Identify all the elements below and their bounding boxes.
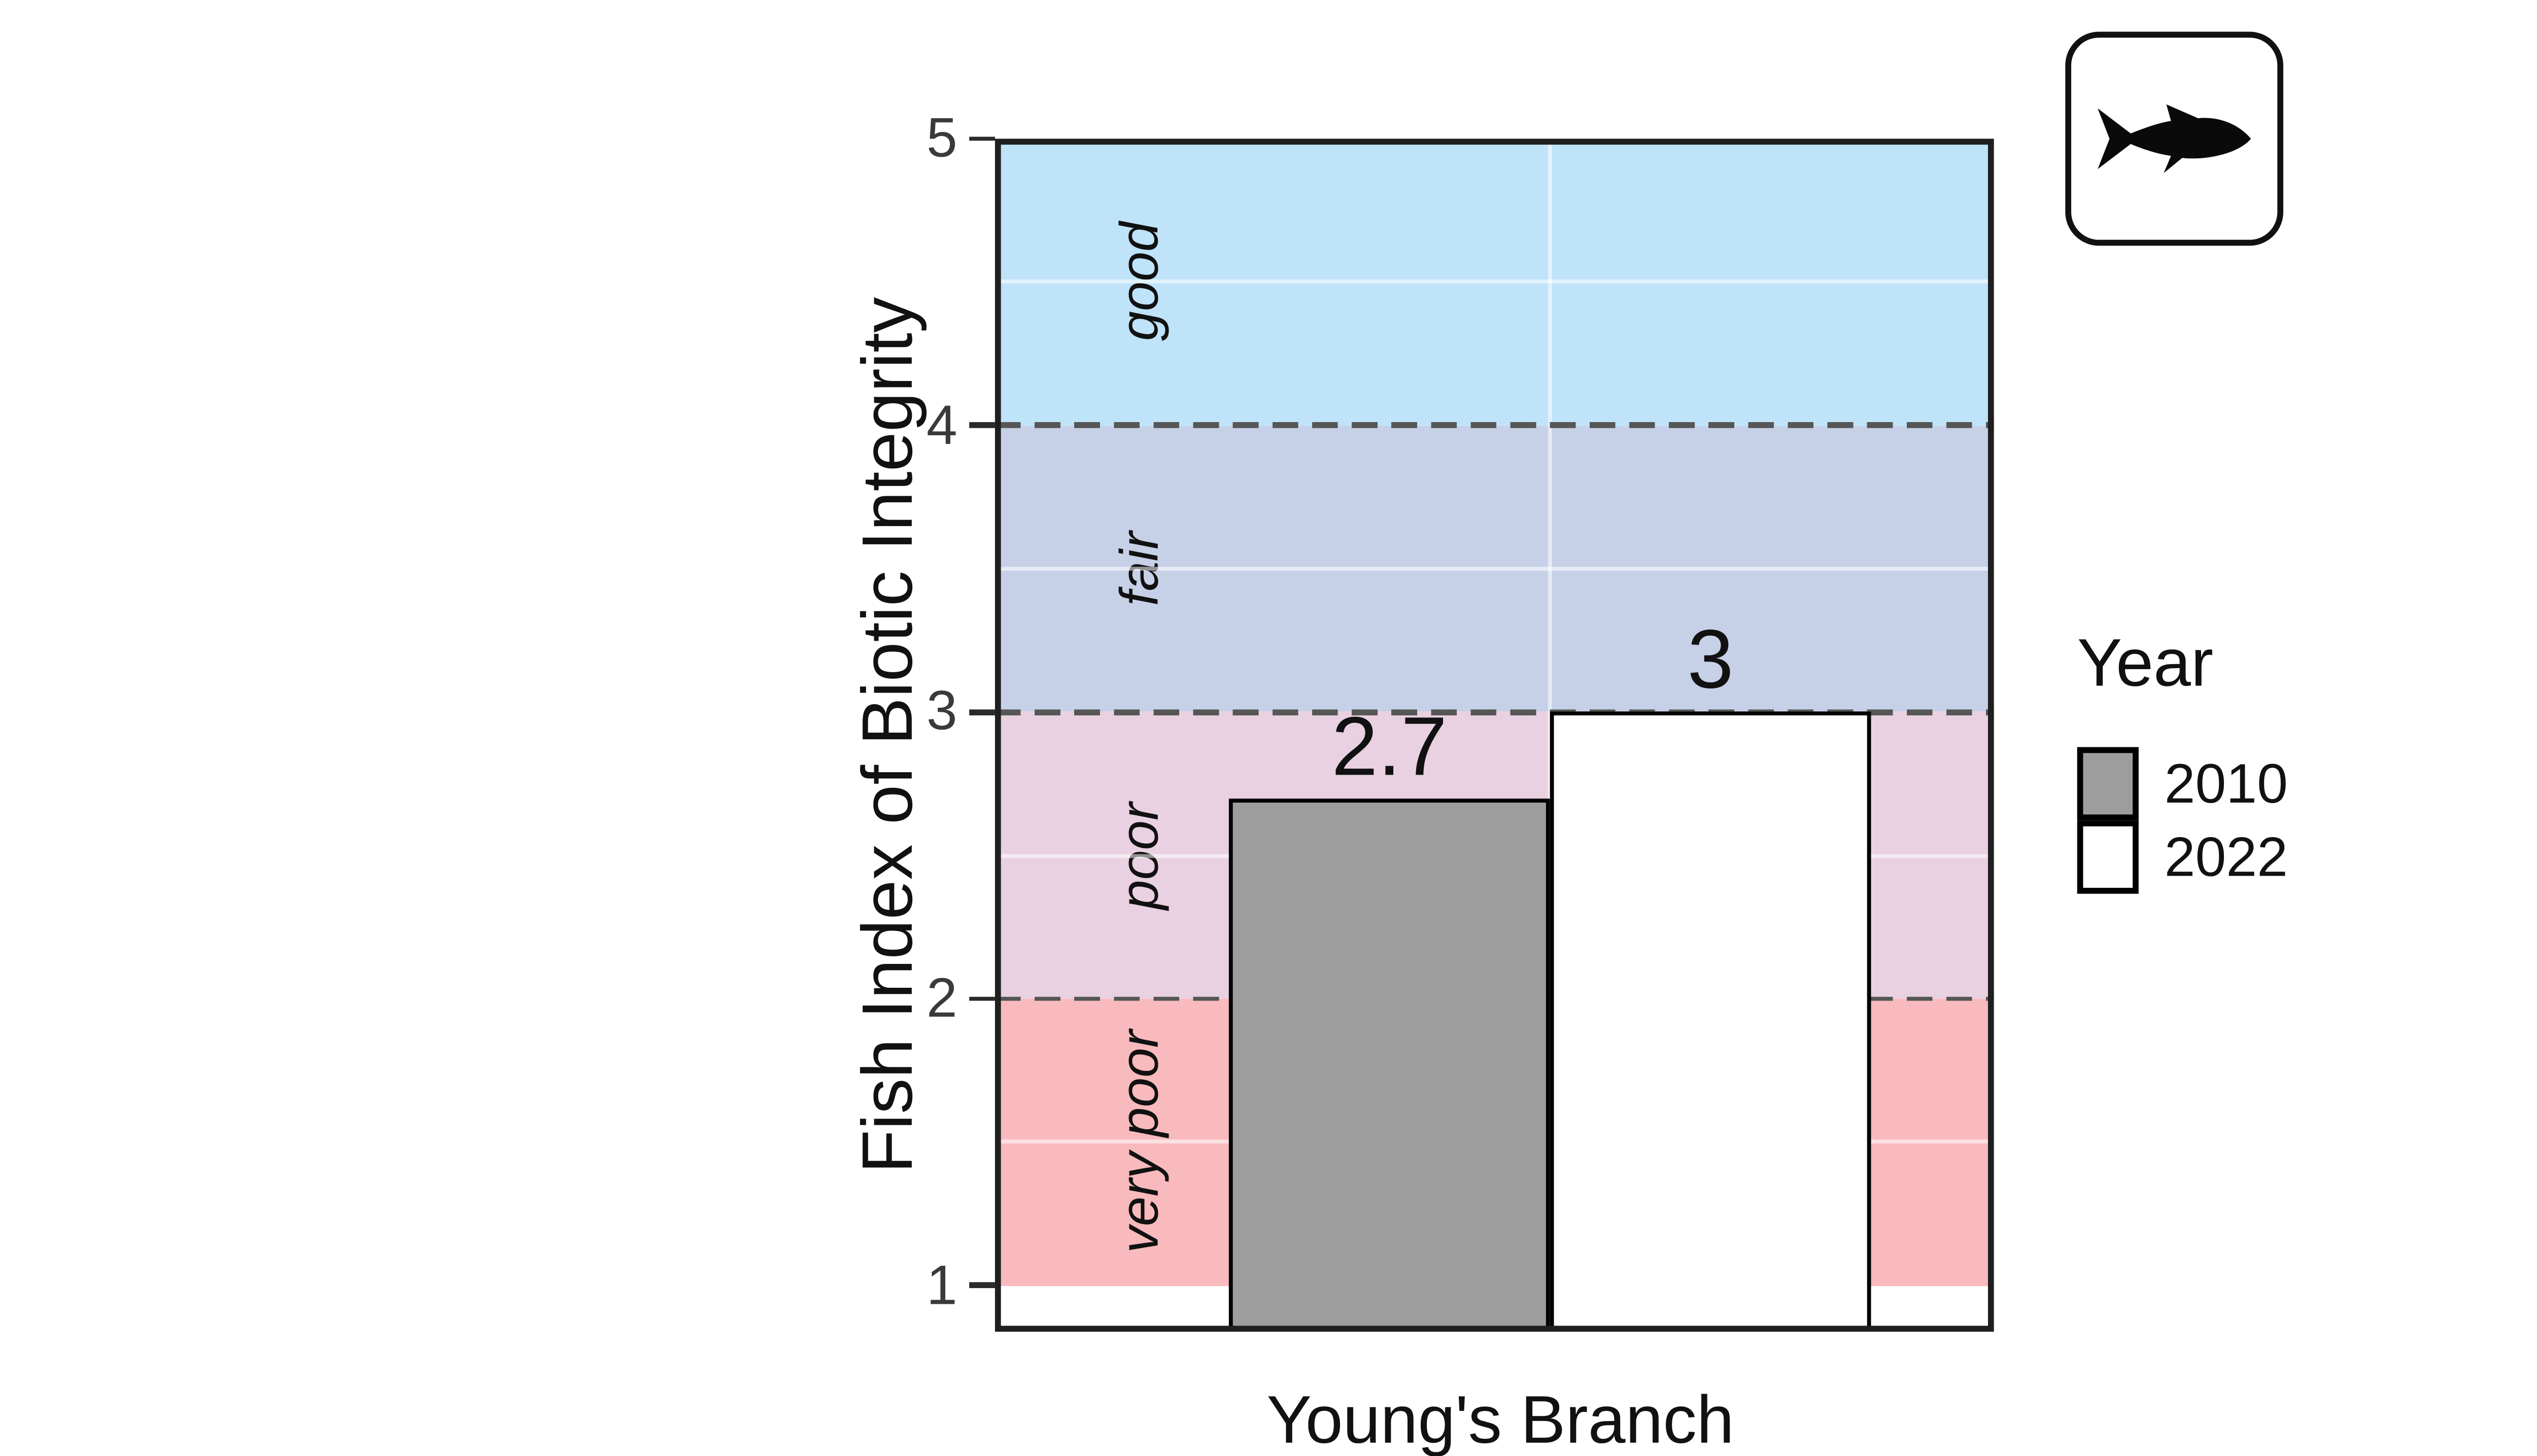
y-tick-label: 3 [926, 680, 957, 742]
legend: Year 2010 2022 [2077, 626, 2288, 894]
y-tick-mark [969, 423, 995, 428]
fish-icon [2095, 101, 2254, 176]
bar-value-2022: 3 [1687, 613, 1734, 706]
y-tick-mark [969, 709, 995, 715]
legend-label-2010: 2010 [2164, 753, 2288, 815]
y-tick-label: 2 [926, 966, 957, 1028]
band-boundary-line [995, 423, 1994, 428]
legend-title: Year [2077, 626, 2214, 702]
legend-label-2022: 2022 [2164, 826, 2288, 888]
legend-swatch-2010 [2077, 747, 2139, 821]
y-tick-label: 1 [926, 1253, 957, 1315]
y-tick-mark [969, 1282, 995, 1288]
band-boundary-line [995, 709, 1994, 715]
bar-value-2010: 2.7 [1331, 699, 1448, 792]
y-tick-mark [969, 136, 995, 142]
plot-panel: good fair poor very poor 2.7 3 [995, 138, 1994, 1332]
y-tick-label: 5 [926, 107, 957, 169]
y-tick-mark [969, 996, 995, 1001]
fish-icon-badge [2065, 31, 2283, 246]
minor-gridline [995, 566, 1994, 571]
legend-swatch-2022 [2077, 820, 2139, 894]
bar-2010 [1228, 798, 1550, 1332]
bar-2022 [1550, 712, 1871, 1332]
x-axis-title: Young's Branch [1266, 1383, 1734, 1456]
minor-gridline [995, 280, 1994, 284]
y-tick-label: 4 [926, 393, 957, 455]
